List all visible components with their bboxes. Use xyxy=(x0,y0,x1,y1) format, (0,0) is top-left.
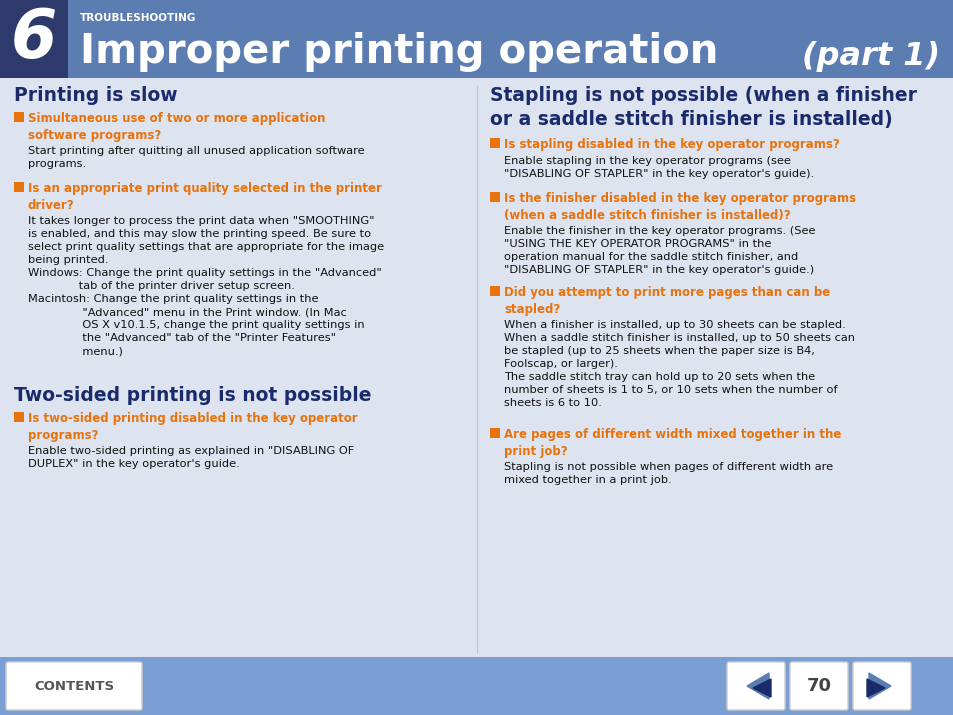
Bar xyxy=(0,0,953,78)
Bar xyxy=(490,428,499,438)
Text: It takes longer to process the print data when "SMOOTHING"
is enabled, and this : It takes longer to process the print dat… xyxy=(28,216,384,356)
Text: Are pages of different width mixed together in the
print job?: Are pages of different width mixed toget… xyxy=(503,428,841,458)
Bar xyxy=(490,138,499,148)
Text: Enable stapling in the key operator programs (see
"DISABLING OF STAPLER" in the : Enable stapling in the key operator prog… xyxy=(503,156,813,179)
Text: Simultaneous use of two or more application
software programs?: Simultaneous use of two or more applicat… xyxy=(28,112,325,142)
Text: Is stapling disabled in the key operator programs?: Is stapling disabled in the key operator… xyxy=(503,138,839,151)
FancyBboxPatch shape xyxy=(726,662,784,710)
Text: Is the finisher disabled in the key operator programs
(when a saddle stitch fini: Is the finisher disabled in the key oper… xyxy=(503,192,855,222)
Text: Printing is slow: Printing is slow xyxy=(14,86,177,105)
Text: (part 1): (part 1) xyxy=(801,41,939,72)
Text: Is an appropriate print quality selected in the printer
driver?: Is an appropriate print quality selected… xyxy=(28,182,381,212)
Bar xyxy=(490,286,499,296)
Bar xyxy=(490,192,499,202)
Text: 70: 70 xyxy=(805,677,831,695)
Polygon shape xyxy=(868,673,890,699)
Polygon shape xyxy=(866,679,884,697)
Text: Start printing after quitting all unused application software
programs.: Start printing after quitting all unused… xyxy=(28,146,364,169)
Bar xyxy=(14,182,24,192)
Text: TROUBLESHOOTING: TROUBLESHOOTING xyxy=(80,13,196,23)
Bar xyxy=(14,112,24,122)
Text: Two-sided printing is not possible: Two-sided printing is not possible xyxy=(14,386,371,405)
Bar xyxy=(0,657,953,715)
Polygon shape xyxy=(746,673,768,699)
Text: Improper printing operation: Improper printing operation xyxy=(80,32,718,72)
FancyBboxPatch shape xyxy=(789,662,847,710)
Text: 6: 6 xyxy=(10,6,57,72)
Text: CONTENTS: CONTENTS xyxy=(34,679,114,693)
Bar xyxy=(0,0,68,78)
Text: Enable two-sided printing as explained in "DISABLING OF
DUPLEX" in the key opera: Enable two-sided printing as explained i… xyxy=(28,446,354,469)
Text: Did you attempt to print more pages than can be
stapled?: Did you attempt to print more pages than… xyxy=(503,286,829,316)
Bar xyxy=(14,412,24,422)
Text: Stapling is not possible (when a finisher
or a saddle stitch finisher is install: Stapling is not possible (when a finishe… xyxy=(490,86,916,129)
Polygon shape xyxy=(752,679,770,697)
Text: Enable the finisher in the key operator programs. (See
"USING THE KEY OPERATOR P: Enable the finisher in the key operator … xyxy=(503,226,815,275)
FancyBboxPatch shape xyxy=(852,662,910,710)
Text: Stapling is not possible when pages of different width are
mixed together in a p: Stapling is not possible when pages of d… xyxy=(503,462,832,485)
Text: When a finisher is installed, up to 30 sheets can be stapled.
When a saddle stit: When a finisher is installed, up to 30 s… xyxy=(503,320,854,408)
Text: Is two-sided printing disabled in the key operator
programs?: Is two-sided printing disabled in the ke… xyxy=(28,412,357,442)
FancyBboxPatch shape xyxy=(6,662,142,710)
